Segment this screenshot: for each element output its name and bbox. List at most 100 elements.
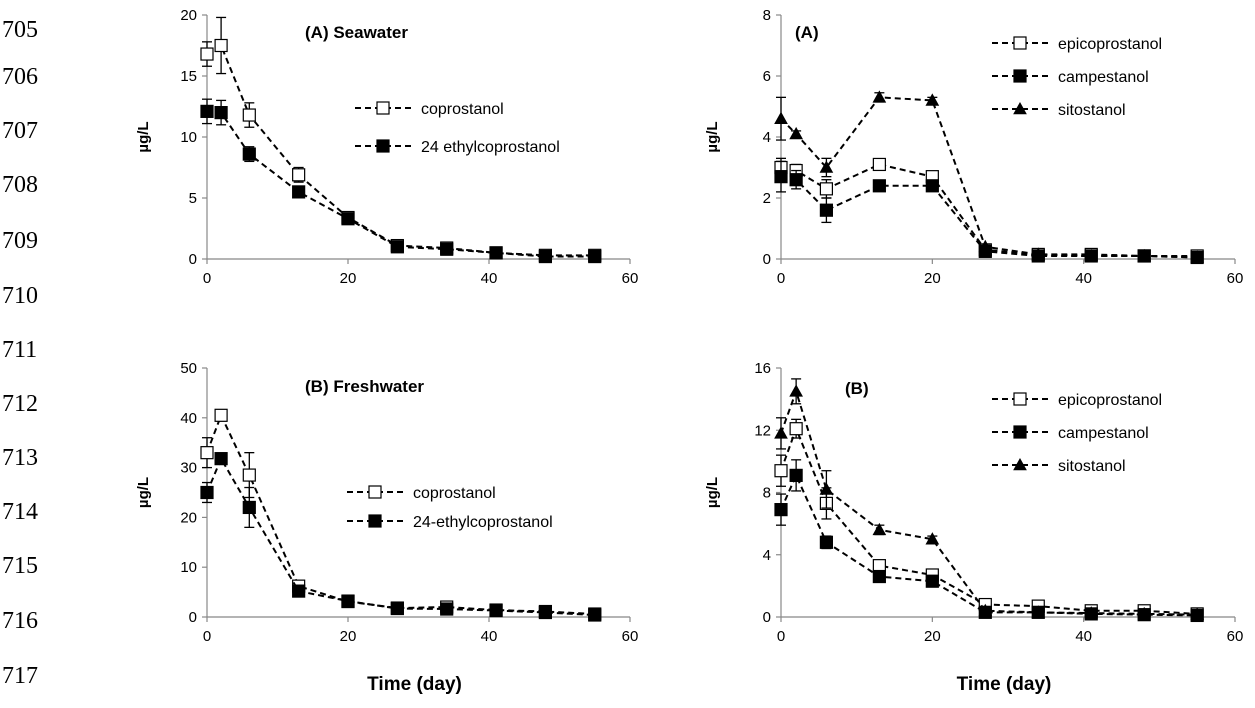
legend-label: sitostanol [1058,102,1126,119]
line-number: 712 [2,391,38,417]
legend-label: epicoprostanol [1058,392,1162,409]
data-point [214,408,228,422]
panel-title: (B) [845,379,869,398]
x-tick-label: 60 [1227,270,1244,287]
legend-marker [1013,425,1027,439]
y-tick-label: 50 [180,360,197,377]
panel-title: (B) Freshwater [305,377,424,396]
data-point [200,104,214,118]
data-point [588,608,602,622]
data-point [925,179,939,193]
data-point [390,601,404,616]
series-line [780,425,1198,615]
series-sitostanol [774,378,1205,620]
data-point [978,603,993,617]
legend-entry: coprostanol [347,485,496,502]
series-line [206,456,595,617]
legend-label: 24-ethylcoprostanol [413,514,553,531]
y-tick-label: 8 [763,485,771,502]
data-point [489,246,503,260]
series-epicoprostanol [774,418,1204,621]
y-tick-label: 10 [180,129,197,146]
legend-label: coprostanol [413,485,496,502]
x-tick-label: 20 [340,270,357,287]
data-point [789,468,803,482]
y-tick-label: 8 [763,7,771,24]
y-tick-label: 30 [180,460,197,477]
legend-label: 24 ethylcoprostanol [421,139,560,156]
data-point [200,446,214,460]
y-tick-label: 0 [763,251,771,268]
y-tick-label: 20 [180,7,197,24]
legend-marker [376,139,390,153]
x-tick-label: 0 [777,628,785,645]
y-tick-label: 4 [763,547,771,564]
data-point [1084,606,1099,619]
legend-label: campestanol [1058,425,1149,442]
line-number: 715 [2,553,38,579]
data-point [774,464,788,478]
series-sitostanol [774,90,1205,263]
data-point [292,185,306,199]
line-number: 705 [2,17,38,43]
line-number: 707 [2,118,38,144]
y-tick-label: 16 [754,360,771,377]
data-point [1190,250,1205,263]
legend-entry: sitostanol [992,457,1126,475]
data-point [242,500,256,515]
legend-label: epicoprostanol [1058,36,1162,53]
data-point [789,173,803,187]
legend-label: campestanol [1058,69,1149,86]
data-point [1137,606,1152,620]
y-tick-label: 20 [180,509,197,526]
legend-entry: sitostanol [992,101,1126,119]
x-tick-label: 40 [481,628,498,645]
y-tick-label: 6 [763,68,771,85]
data-point [538,605,553,620]
data-point [200,47,214,61]
data-point [872,522,887,536]
data-point [789,422,803,436]
line-number: 710 [2,283,38,309]
data-point [774,111,788,124]
x-tick-label: 60 [1227,628,1244,645]
line-number: 709 [2,228,38,254]
x-axis-label: Time (day) [367,674,462,695]
data-point [242,147,256,161]
legend-marker [1013,457,1027,471]
series-line [780,163,1198,257]
y-tick-label: 40 [180,410,197,427]
legend-entry: epicoprostanol [992,36,1162,53]
data-point [292,584,306,598]
data-point [774,170,788,184]
y-tick-label: 0 [763,609,771,626]
legend-marker [1013,36,1027,50]
y-axis-label: µg/L [135,477,152,508]
data-point [819,482,834,495]
data-point [925,532,940,545]
x-tick-label: 20 [340,628,357,645]
series-24-ethylcoprostanol [200,98,602,264]
y-tick-label: 15 [180,68,197,85]
y-axis-label: µg/L [704,477,721,508]
x-tick-label: 0 [777,270,785,287]
line-number: 716 [2,608,38,634]
data-point [819,160,834,173]
data-point [292,168,306,182]
data-point [819,535,834,549]
data-point [789,126,803,140]
data-point [588,249,602,264]
legend-entry: 24 ethylcoprostanol [355,139,560,156]
data-point [774,503,788,517]
data-point [978,239,993,253]
x-tick-label: 40 [481,270,498,287]
x-tick-label: 20 [924,628,941,645]
line-number: 711 [2,337,38,363]
data-point [242,468,256,482]
x-axis-label: Time (day) [957,674,1052,695]
data-point [390,240,404,254]
legend-entry: campestanol [992,69,1149,86]
